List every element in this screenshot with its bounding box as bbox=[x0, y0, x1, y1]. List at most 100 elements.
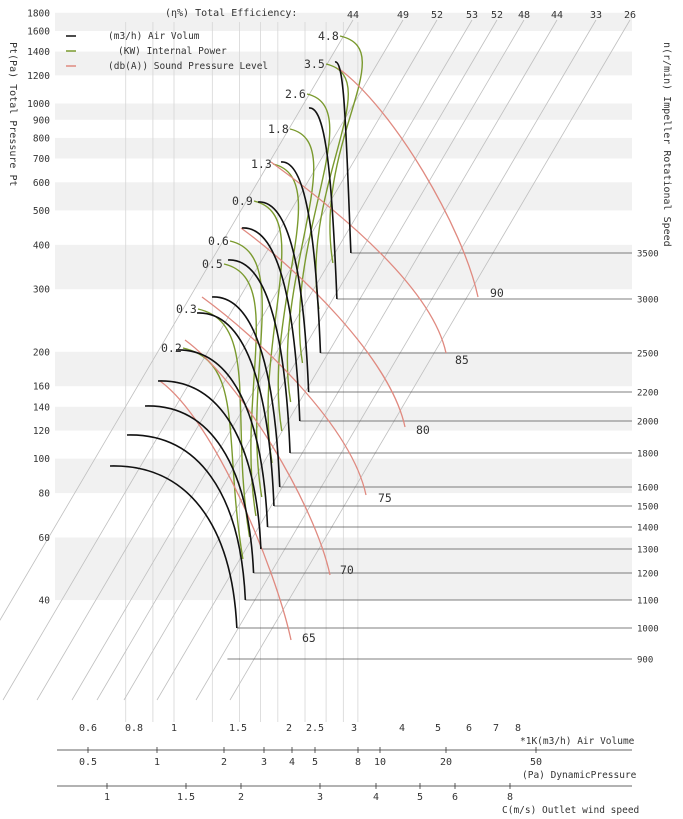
x-tick-wind-speed: 5 bbox=[417, 792, 423, 803]
x-tick-air-volume: 1 bbox=[171, 723, 177, 734]
air-volume-curve bbox=[196, 312, 275, 507]
y-tick-label: 40 bbox=[39, 596, 51, 607]
right-axis-label: n(r/min) Impeller Rotational Speed bbox=[661, 42, 672, 247]
y-tick-label: 300 bbox=[33, 285, 50, 296]
y-tick-label: 160 bbox=[33, 382, 50, 393]
x-tick-air-volume: 2 bbox=[286, 723, 292, 734]
power-label: 1.3 bbox=[251, 157, 272, 171]
efficiency-label: 48 bbox=[518, 10, 530, 21]
legend-noise-label: (db(A)) Sound Pressure Level bbox=[108, 61, 268, 72]
noise-line bbox=[337, 67, 479, 298]
y-tick-label: 200 bbox=[33, 347, 50, 358]
power-lines bbox=[182, 35, 363, 560]
efficiency-diagonal bbox=[71, 19, 473, 701]
y-tick-label: 140 bbox=[33, 402, 50, 413]
air-volume-curve bbox=[241, 227, 301, 422]
power-label: 0.5 bbox=[202, 257, 223, 271]
x-tick-wind-speed: 8 bbox=[507, 792, 513, 803]
speed-label: 1600 bbox=[637, 484, 659, 494]
background-band bbox=[55, 12, 632, 31]
y-tick-label: 1400 bbox=[27, 47, 50, 58]
power-label: 2.6 bbox=[285, 87, 306, 101]
noise-lines bbox=[159, 67, 479, 641]
efficiency-label: 33 bbox=[590, 10, 602, 21]
power-label: 4.8 bbox=[318, 29, 339, 43]
x-tick-air-volume: 4 bbox=[399, 723, 405, 734]
speed-label: 1500 bbox=[637, 503, 659, 513]
noise-label: 75 bbox=[378, 491, 392, 505]
power-label: 0.2 bbox=[161, 341, 182, 355]
air-volume-curve bbox=[157, 380, 262, 550]
air-volume-curve bbox=[109, 465, 238, 629]
y-tick-label: 1800 bbox=[27, 8, 50, 19]
y-tick-label: 1000 bbox=[27, 99, 50, 110]
y-tick-label: 80 bbox=[39, 489, 51, 500]
speed-label: 1000 bbox=[637, 625, 659, 635]
x-axis-dynamic-pressure-label: (Pa) DynamicPressure bbox=[522, 770, 637, 781]
noise-label: 70 bbox=[340, 563, 354, 577]
x-tick-dynamic-pressure: 4 bbox=[289, 757, 295, 768]
x-tick-wind-speed: 4 bbox=[373, 792, 379, 803]
power-line bbox=[229, 240, 263, 498]
chart-title: (η%) Total Efficiency: bbox=[165, 8, 297, 19]
x-tick-dynamic-pressure: 5 bbox=[312, 757, 318, 768]
x-tick-dynamic-pressure: 10 bbox=[374, 757, 386, 768]
y-tick-label: 2000 bbox=[27, 0, 50, 3]
air-volume-curve bbox=[257, 201, 310, 393]
efficiency-label: 26 bbox=[624, 10, 636, 21]
axes: 4060801001201401602003004005006007008009… bbox=[27, 0, 632, 803]
y-tick-label: 500 bbox=[33, 206, 50, 217]
y-tick-label: 700 bbox=[33, 154, 50, 165]
y-tick-label: 1200 bbox=[27, 71, 50, 82]
air-volume-curve bbox=[227, 259, 291, 454]
power-label: 3.5 bbox=[304, 57, 325, 71]
speed-label: 3000 bbox=[637, 296, 659, 306]
efficiency-label: 52 bbox=[431, 10, 443, 21]
air-volume-curve bbox=[308, 107, 338, 300]
x-tick-wind-speed: 1 bbox=[104, 792, 110, 803]
efficiency-label: 53 bbox=[466, 10, 478, 21]
efficiency-label: 44 bbox=[347, 10, 359, 21]
power-line bbox=[329, 35, 363, 264]
efficiency-diagonal bbox=[2, 19, 404, 701]
y-tick-label: 120 bbox=[33, 426, 50, 437]
noise-line bbox=[240, 227, 406, 428]
efficiency-diagonal bbox=[229, 19, 631, 701]
y-tick-label: 1600 bbox=[27, 26, 50, 37]
air-volume-curve bbox=[280, 161, 322, 354]
x-tick-air-volume: 2.5 bbox=[306, 723, 324, 734]
speed-label: 2500 bbox=[637, 350, 659, 360]
noise-line bbox=[201, 296, 367, 496]
power-label: 0.9 bbox=[232, 194, 253, 208]
air-volume-curves bbox=[109, 61, 352, 629]
x-tick-air-volume: 1.5 bbox=[229, 723, 247, 734]
noise-label: 85 bbox=[455, 353, 469, 367]
x-tick-wind-speed: 3 bbox=[317, 792, 323, 803]
noise-line bbox=[270, 161, 447, 354]
power-line bbox=[298, 93, 331, 364]
speed-label: 1800 bbox=[637, 450, 659, 460]
speed-label: 2000 bbox=[637, 418, 659, 428]
noise-label: 80 bbox=[416, 423, 430, 437]
efficiency-label: 49 bbox=[397, 10, 409, 21]
power-line bbox=[223, 263, 257, 517]
air-volume-curve bbox=[334, 61, 352, 254]
speed-label: 900 bbox=[637, 656, 653, 666]
air-volume-curve bbox=[211, 296, 281, 488]
speed-label: 1200 bbox=[637, 570, 659, 580]
noise-label: 90 bbox=[490, 286, 504, 300]
speed-lines bbox=[227, 252, 632, 660]
power-label: 0.6 bbox=[208, 234, 229, 248]
speed-label: 2200 bbox=[637, 389, 659, 399]
power-line bbox=[197, 308, 251, 538]
y-tick-label: 600 bbox=[33, 178, 50, 189]
x-tick-air-volume: 0.6 bbox=[79, 723, 97, 734]
x-axis-wind-speed-label: C(m/s) Outlet wind speed bbox=[502, 805, 639, 816]
x-tick-dynamic-pressure: 50 bbox=[530, 757, 542, 768]
y-tick-label: 60 bbox=[39, 533, 51, 544]
power-label: 1.8 bbox=[268, 122, 289, 136]
speed-label: 1100 bbox=[637, 597, 659, 607]
speed-label: 1400 bbox=[637, 524, 659, 534]
y-tick-label: 900 bbox=[33, 115, 50, 126]
